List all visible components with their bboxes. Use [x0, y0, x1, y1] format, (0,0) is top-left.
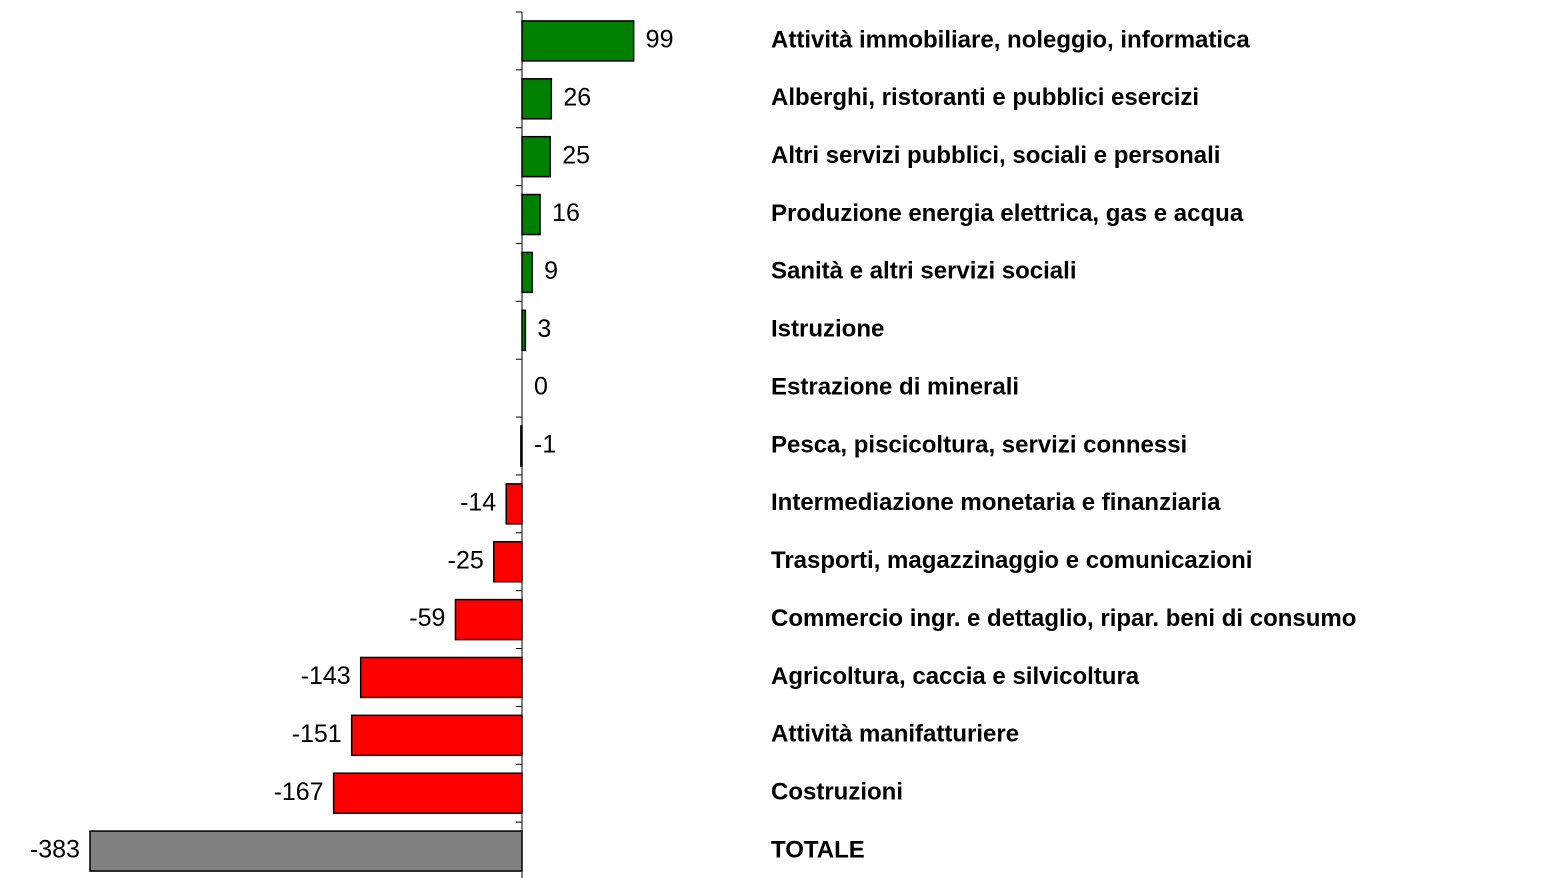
category-label: Sanità e altri servizi sociali [771, 258, 1076, 285]
bar [505, 483, 523, 525]
bar [521, 135, 551, 178]
value-label: 3 [537, 315, 551, 343]
value-label: -383 [30, 836, 80, 864]
category-label: Istruzione [771, 316, 884, 343]
value-label: 9 [544, 257, 558, 285]
category-label: Attività manifatturiere [771, 721, 1019, 748]
category-label: Agricoltura, caccia e silvicoltura [771, 663, 1140, 690]
value-label: -59 [409, 604, 445, 632]
category-label: Alberghi, ristoranti e pubblici esercizi [771, 84, 1199, 111]
bar [521, 251, 533, 294]
bar [521, 20, 635, 62]
category-label: Trasporti, magazzinaggio e comunicazioni [771, 547, 1252, 574]
category-label: TOTALE [771, 836, 865, 863]
bar [350, 714, 523, 757]
category-label: Attività immobiliare, noleggio, informat… [771, 26, 1250, 53]
bar [493, 540, 523, 583]
value-label: -25 [448, 546, 484, 574]
value-label: 25 [562, 141, 590, 169]
bar [521, 309, 527, 352]
category-label: Commercio ingr. e dettaglio, ripar. beni… [771, 605, 1356, 632]
value-label: -143 [301, 662, 351, 690]
value-label: -151 [292, 720, 342, 748]
value-label: -167 [274, 778, 324, 806]
category-label: Intermediazione monetaria e finanziaria [771, 489, 1221, 516]
value-label: -14 [460, 488, 496, 516]
value-label: 99 [646, 26, 674, 54]
bar [359, 656, 523, 699]
bar [89, 830, 523, 872]
bar [332, 772, 523, 814]
bar [454, 598, 523, 641]
value-label: 26 [563, 83, 591, 111]
bar [520, 425, 523, 467]
category-label: Pesca, piscicoltura, servizi connessi [771, 431, 1187, 458]
bar [521, 193, 541, 236]
category-label: Produzione energia elettrica, gas e acqu… [771, 200, 1244, 227]
category-label: Altri servizi pubblici, sociali e person… [771, 142, 1220, 169]
value-label: 16 [552, 199, 580, 227]
category-label: Estrazione di minerali [771, 373, 1019, 400]
bar [521, 78, 553, 120]
value-label: -1 [534, 431, 556, 459]
value-label: 0 [534, 373, 548, 401]
category-label: Costruzioni [771, 779, 903, 806]
